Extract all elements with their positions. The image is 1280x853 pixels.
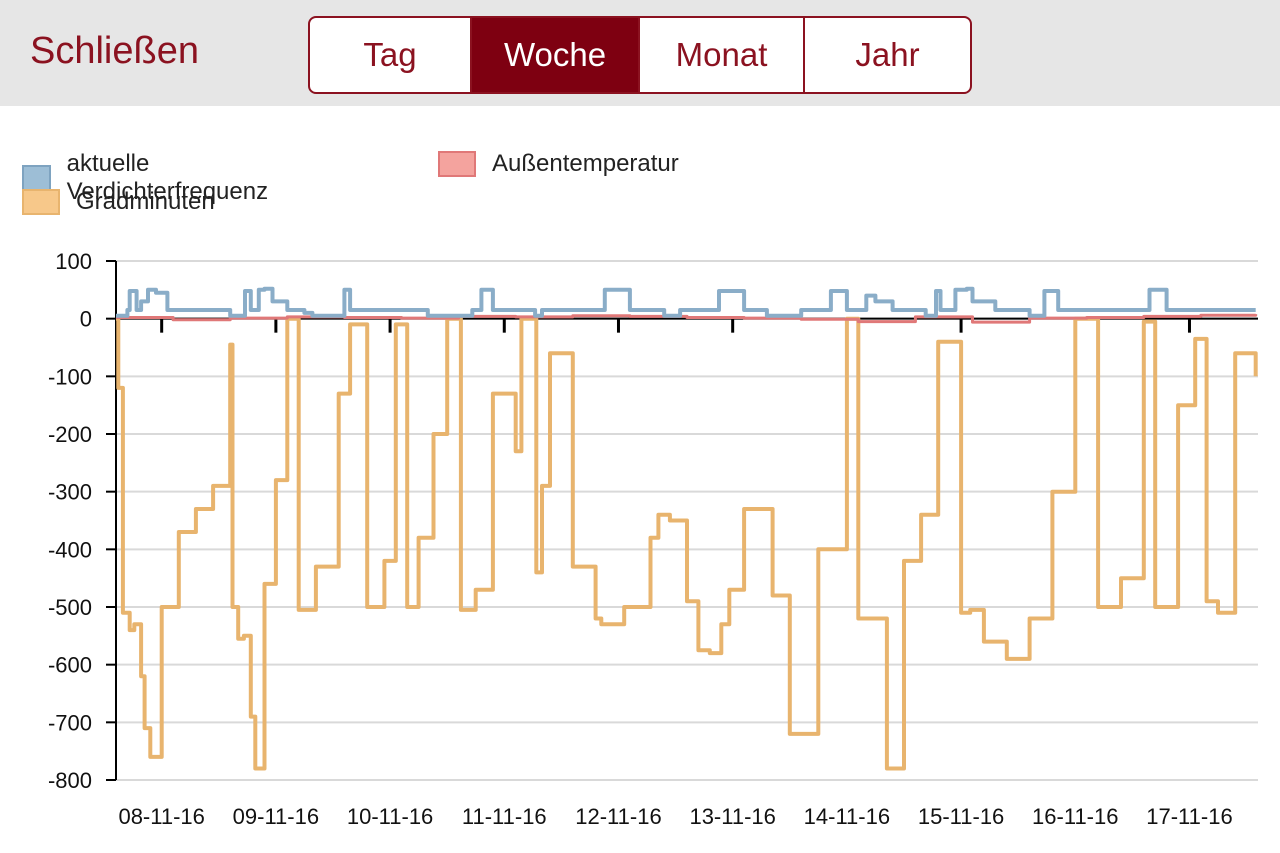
x-tick-label: 12-11-16 xyxy=(575,804,661,829)
x-tick-label: 15-11-16 xyxy=(918,804,1004,829)
series-line xyxy=(116,316,1258,771)
y-tick-label: -100 xyxy=(48,364,92,389)
legend-label-degree-minutes: Gradminuten xyxy=(76,188,215,215)
x-tick-label: 11-11-16 xyxy=(462,804,547,829)
y-tick-label: -400 xyxy=(48,537,92,562)
y-tick-label: -200 xyxy=(48,422,92,447)
x-tick-label: 10-11-16 xyxy=(347,804,433,829)
close-button[interactable]: Schließen xyxy=(30,30,199,72)
y-tick-label: 0 xyxy=(80,307,92,332)
legend-label-temperature: Außentemperatur xyxy=(492,150,679,177)
y-tick-label: 100 xyxy=(55,249,92,274)
tab-month[interactable]: Monat xyxy=(640,18,805,92)
x-tick-label: 13-11-16 xyxy=(689,804,775,829)
tab-week[interactable]: Woche xyxy=(472,18,640,92)
legend-item-temperature[interactable]: Außentemperatur xyxy=(438,150,679,178)
tab-day[interactable]: Tag xyxy=(310,18,472,92)
y-tick-label: -700 xyxy=(48,710,92,735)
y-tick-label: -600 xyxy=(48,653,92,678)
x-tick-label: 08-11-16 xyxy=(118,804,204,829)
x-tick-label: 16-11-16 xyxy=(1032,804,1118,829)
x-tick-label: 17-11-16 xyxy=(1146,804,1232,829)
legend-item-degree-minutes[interactable]: Gradminuten xyxy=(22,188,215,216)
top-bar: Schließen Tag Woche Monat Jahr xyxy=(0,0,1280,106)
x-tick-label: 14-11-16 xyxy=(804,804,890,829)
legend-label-frequency: aktuelle Verdichterfrequenz xyxy=(66,150,269,205)
y-tick-label: -300 xyxy=(48,480,92,505)
legend-swatch-temperature xyxy=(438,151,476,177)
legend-swatch-degree-minutes xyxy=(22,189,60,215)
tab-year[interactable]: Jahr xyxy=(855,36,920,73)
x-tick-label: 09-11-16 xyxy=(233,804,319,829)
period-segmented-control: Tag Woche Monat Jahr xyxy=(308,16,972,94)
y-tick-label: -500 xyxy=(48,595,92,620)
series-line xyxy=(116,286,1256,318)
y-tick-label: -800 xyxy=(48,768,92,793)
